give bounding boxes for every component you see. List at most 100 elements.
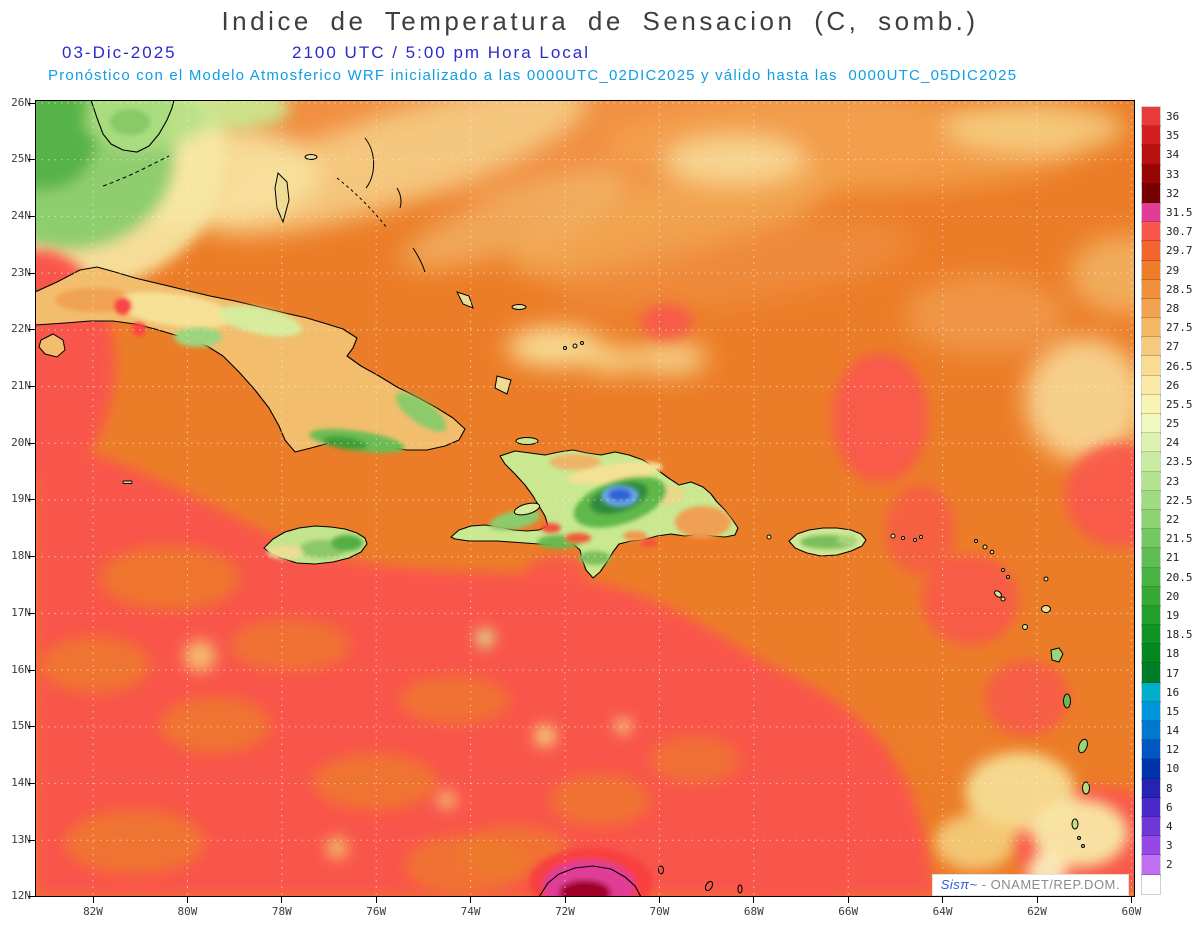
lon-tick-label: 70W [649,905,670,918]
lon-tick-mark [1130,897,1132,903]
colorbar-value: 22.5 [1166,493,1193,507]
lat-tick-mark [28,839,35,841]
colorbar-level: 27.5 [1141,317,1193,339]
colorbar-swatch [1141,355,1161,377]
colorbar-value: 29 [1166,263,1180,277]
lon-tick-mark [658,897,660,903]
colorbar-swatch [1141,182,1161,204]
lat-tick-mark [28,159,35,161]
colorbar-level: 31.5 [1141,201,1193,224]
colorbar-level: 3 [1141,835,1193,857]
colorbar-level: 29 [1141,259,1193,281]
lon-tick-mark [281,897,283,903]
colorbar-level: 22.5 [1141,489,1193,511]
lat-tick-label: 25N [11,152,31,166]
forecast-date: 03-Dic-2025 [62,43,177,62]
colorbar-level: 2 [1141,854,1193,876]
colorbar-swatch [1141,719,1161,742]
lat-tick-mark [28,499,35,501]
colorbar-swatch [1141,643,1161,665]
watermark: Sisπ~ - ONAMET/REP.DOM. [931,874,1129,896]
colorbar-level: 20 [1141,585,1193,607]
colorbar-value: 21 [1166,551,1180,565]
gonave-island [513,502,541,516]
colorbar-swatch [1141,681,1161,703]
colorbar-swatch [1141,604,1161,627]
lon-tick-mark [564,897,566,903]
colorbar-level: 33 [1141,163,1193,185]
colorbar-level: 22 [1141,508,1193,531]
colorbar-level: 34 [1141,144,1193,166]
south-sea-mottling [40,546,1128,895]
colorbar-value: 10 [1166,762,1180,776]
colorbar-level: 12 [1141,739,1193,761]
colorbar-value: 3 [1166,839,1173,853]
colorbar-level: 23.5 [1141,451,1193,473]
lat-tick-mark [28,669,35,671]
colorbar-swatch [1141,777,1161,799]
colorbar-level: 26 [1141,374,1193,396]
watermark-org: - ONAMET/REP.DOM. [977,877,1120,892]
colorbar-swatch [1141,566,1161,588]
colorbar-value: 16 [1166,685,1180,699]
colorbar-level: 19 [1141,604,1193,627]
colorbar-value: 22 [1166,513,1180,527]
colorbar-value: 31.5 [1166,206,1193,220]
lon-tick-label: 64W [932,905,953,918]
colorbar-level: 20.5 [1141,566,1193,588]
colorbar-swatch [1141,393,1161,416]
colorbar-value: 34 [1166,148,1180,162]
colorbar-swatch [1141,240,1161,262]
colorbar-swatch [1141,144,1161,166]
page-title: Indice de Temperatura de Sensacion (C, s… [221,6,979,36]
lon-tick-mark [375,897,377,903]
lon-tick-label: 66W [838,905,859,918]
lat-tick-label: 12N [11,889,31,903]
colorbar-value: 27 [1166,340,1180,354]
lat-tick-mark [28,215,35,217]
colorbar-swatch [1141,700,1161,723]
colorbar-swatch [1141,489,1161,511]
lat-tick-label: 20N [11,435,31,449]
colorbar-value: 26.5 [1166,359,1193,373]
lat-tick-label: 16N [11,662,31,676]
colorbar-level: 4 [1141,815,1193,838]
colorbar-level: 18 [1141,643,1193,665]
colorbar-level: 21 [1141,547,1193,569]
colorbar-swatch [1141,662,1161,684]
lon-tick-mark [753,897,755,903]
colorbar-swatch [1141,201,1161,224]
colorbar: 36 35 34 33 32 31.5 30.7 29.7 29 28.5 28 27.5 27 26.5… [1141,105,1193,895]
north-atlantic-warm-bands [80,100,1135,462]
colorbar-level: 35 [1141,125,1193,147]
colorbar-value: 35 [1166,129,1180,143]
colorbar-swatch [1141,374,1161,396]
watermark-brand: Sisπ~ [940,877,978,892]
colorbar-level: 6 [1141,796,1193,818]
lat-tick-mark [28,386,35,388]
colorbar-swatch [1141,624,1161,646]
colorbar-swatch [1141,528,1161,550]
tortuga-island [515,437,539,445]
map-border [35,100,1135,897]
colorbar-value: 28.5 [1166,282,1193,296]
lon-tick-mark [186,897,188,903]
colorbar-swatch [1141,412,1161,435]
hispaniola-terrain-detail [489,454,731,565]
colorbar-level: 10 [1141,758,1193,780]
cayman-virgin-islands [122,480,923,542]
colorbar-level: 32 [1141,182,1193,204]
colorbar-level: 21.5 [1141,528,1193,550]
colorbar-level: 26.5 [1141,355,1193,377]
lon-tick-mark [942,897,944,903]
lon-tick-label: 80W [177,905,198,918]
colorbar-level: 16 [1141,681,1193,703]
colorbar-value: 19 [1166,608,1180,622]
colorbar-swatch [1141,221,1161,243]
lat-tick-mark [28,726,35,728]
colorbar-level: 25 [1141,412,1193,435]
lat-tick-label: 21N [11,379,31,393]
colorbar-swatch [1141,259,1161,281]
jamaica-terrain-detail [267,535,363,559]
lat-tick-mark [28,272,35,274]
